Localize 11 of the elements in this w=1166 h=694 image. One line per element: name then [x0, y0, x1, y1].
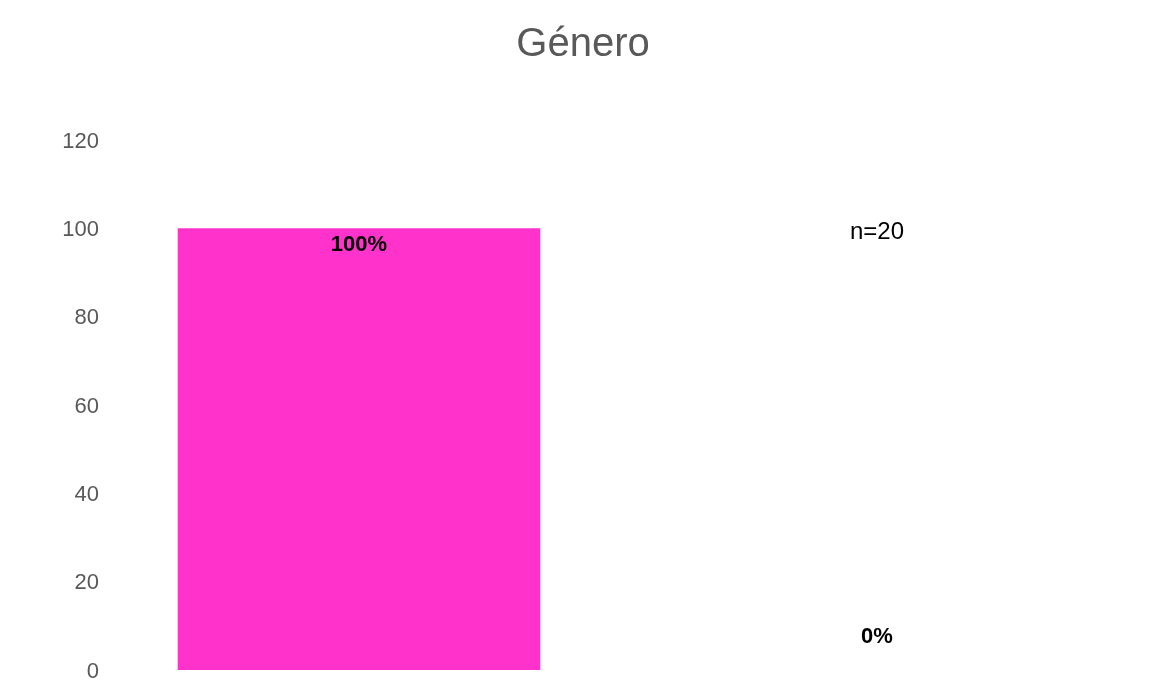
- chart-title: Género: [516, 19, 650, 64]
- y-tick-label: 120: [62, 127, 99, 153]
- y-tick-label: 100: [62, 216, 99, 242]
- y-tick-label: 20: [74, 569, 99, 595]
- y-tick-label: 60: [74, 392, 99, 418]
- text: 0%: [861, 623, 893, 648]
- y-tick-label: 0: [86, 657, 99, 683]
- y-tick-label: 80: [74, 304, 99, 330]
- text: n=20: [850, 217, 905, 244]
- data-label: 100%: [330, 231, 388, 257]
- y-tick-label: 40: [74, 481, 99, 507]
